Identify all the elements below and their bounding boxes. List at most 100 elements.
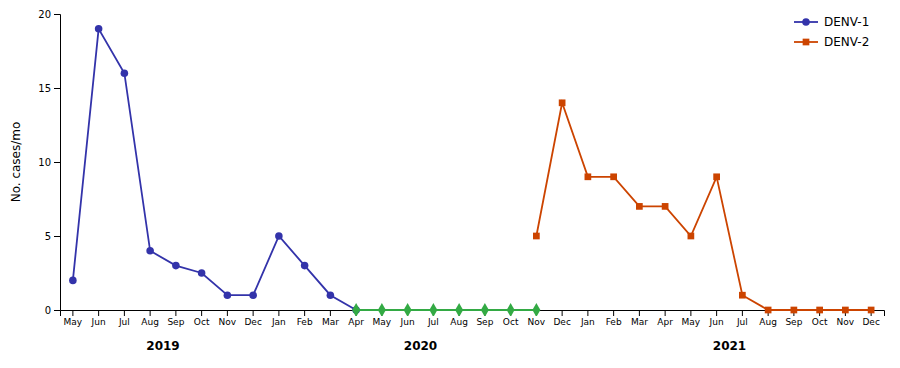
point (327, 291, 335, 299)
x-tick-mark (639, 310, 640, 316)
legend-label: DENV-2 (824, 35, 869, 49)
point (352, 303, 360, 316)
x-tick-label: Sep (476, 317, 493, 327)
x-tick: Jun (91, 310, 106, 327)
x-tick-mark (742, 310, 743, 316)
plot: MayJunJulAugSepOctNovDecJanFebMarAprMayJ… (38, 9, 884, 353)
legend-item: DENV-2 (794, 35, 869, 49)
point (636, 203, 643, 210)
marks (69, 25, 874, 316)
x-tick-label: Jul (427, 317, 439, 327)
line (73, 29, 356, 310)
y-tick-label: 20 (38, 9, 51, 20)
x-tick-label: Mar (322, 317, 339, 327)
series (352, 303, 540, 316)
y-tick-label: 10 (38, 157, 51, 168)
x-tick-label: Oct (812, 317, 828, 327)
point (791, 307, 798, 314)
y-tick: 10 (38, 157, 60, 168)
x-tick: Mar (631, 310, 648, 327)
x-tick-mark (562, 310, 563, 316)
point (146, 247, 154, 255)
x-tick-mark (665, 310, 666, 316)
x-tick-label: Mar (631, 317, 648, 327)
point (765, 307, 772, 314)
y-tick: 20 (38, 9, 60, 20)
x-tick-mark (124, 310, 125, 316)
annotation: 2019 (146, 339, 179, 353)
point (713, 173, 720, 180)
x-tick: Jun (709, 310, 724, 327)
y-tick-label: 0 (45, 305, 51, 316)
line (536, 103, 871, 310)
y-tick-label: 15 (38, 83, 51, 94)
point (739, 292, 746, 299)
point (198, 269, 206, 277)
y-tick-mark (54, 310, 60, 311)
x-tick-label: Sep (785, 317, 802, 327)
x-tick: Jul (736, 310, 748, 327)
legend-marker (802, 18, 810, 26)
point (842, 307, 849, 314)
x-tick-label: Apr (657, 317, 673, 327)
x-tick-label: Jul (736, 317, 748, 327)
annotation: 2021 (713, 339, 746, 353)
x-tick-label: Aug (450, 317, 468, 327)
point (688, 233, 695, 240)
x-tick-label: Jul (118, 317, 130, 327)
y-tick-mark (54, 14, 60, 15)
x-tick-mark (587, 310, 588, 316)
x-tick-label: Jan (580, 317, 595, 327)
y-axis: 0 5 10 15 20 (38, 9, 60, 316)
x-tick-label: Feb (606, 317, 622, 327)
x-tick: Nov (219, 310, 237, 327)
x-tick-label: Feb (297, 317, 313, 327)
point (121, 69, 129, 77)
point (868, 307, 875, 314)
x-tick: Dec (244, 310, 261, 327)
x-tick-mark (253, 310, 254, 316)
point (275, 232, 283, 240)
point (585, 173, 592, 180)
point (404, 303, 412, 316)
x-tick-label: Dec (244, 317, 261, 327)
x-tick-label: Aug (759, 317, 777, 327)
x-tick-label: Sep (167, 317, 184, 327)
x-tick: Feb (297, 310, 313, 327)
y-tick: 15 (38, 83, 60, 94)
legend-marker (803, 39, 810, 46)
x-tick-label: Oct (194, 317, 210, 327)
y-tick: 5 (45, 231, 60, 242)
x-tick: Sep (167, 310, 184, 327)
x-tick: Dec (553, 310, 570, 327)
x-axis-line (61, 311, 885, 317)
x-tick-label: Dec (862, 317, 879, 327)
x-tick: Jan (580, 310, 595, 327)
x-tick-label: Jun (709, 317, 724, 327)
y-tick-mark (54, 88, 60, 89)
point (95, 25, 103, 33)
point (559, 99, 566, 106)
x-tick-label: Nov (837, 317, 855, 327)
point (224, 291, 232, 299)
x-tick-label: Jun (400, 317, 415, 327)
legend-item: DENV-1 (794, 15, 869, 29)
point (507, 303, 515, 316)
legend: DENV-1 DENV-2 (794, 15, 869, 49)
chart: MayJunJulAugSepOctNovDecJanFebMarAprMayJ… (0, 0, 900, 368)
point (532, 303, 540, 316)
x-tick-label: Apr (348, 317, 364, 327)
y-tick-mark (54, 162, 60, 163)
x-tick: Jul (118, 310, 130, 327)
x-tick: Oct (194, 310, 210, 327)
y-axis-title: No. cases/mo (9, 122, 23, 203)
x-tick-mark (150, 310, 151, 316)
y-axis-line (54, 15, 61, 311)
point (429, 303, 437, 316)
x-tick-label: May (373, 317, 392, 327)
x-tick-label: Nov (528, 317, 546, 327)
x-tick-label: Aug (141, 317, 159, 327)
x-tick: Feb (606, 310, 622, 327)
x-tick: Mar (322, 310, 339, 327)
x-tick-mark (278, 310, 279, 316)
